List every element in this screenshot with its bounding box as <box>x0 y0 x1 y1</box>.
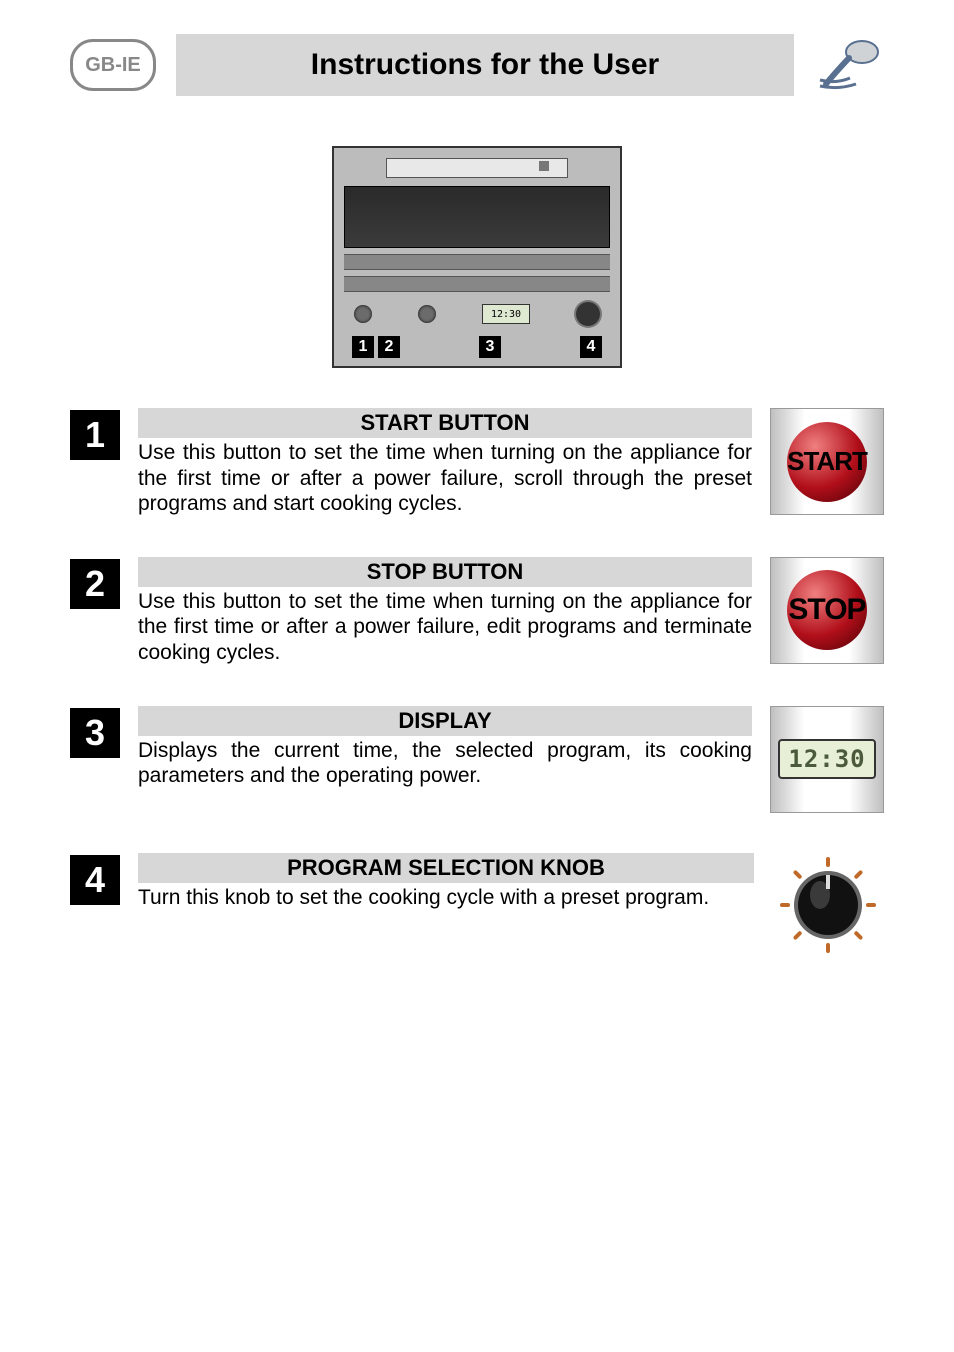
oven-diagram: 12:30 1 2 3 4 <box>70 146 884 368</box>
section-number: 2 <box>70 559 120 609</box>
display-icon: 12:30 <box>778 739 876 779</box>
section-1: 1 START BUTTONUse this button to set the … <box>70 408 884 517</box>
section-text-col: START BUTTONUse this button to set the t… <box>138 408 752 517</box>
region-label: GB-IE <box>85 54 141 77</box>
section-number: 4 <box>70 855 120 905</box>
callout-4: 4 <box>580 336 602 358</box>
region-badge: GB-IE <box>70 39 156 91</box>
section-body: Use this button to set the time when tur… <box>138 440 752 517</box>
callout-3: 3 <box>479 336 501 358</box>
section-text-col: STOP BUTTONUse this button to set the ti… <box>138 557 752 666</box>
section-number: 1 <box>70 410 120 460</box>
thumbnail: 12:30 <box>770 706 884 813</box>
stop-button-icon: STOP <box>787 570 867 650</box>
page: GB-IE Instructions for the User 12:30 <box>0 0 954 1058</box>
section-heading: DISPLAY <box>138 706 752 736</box>
spoon-icon <box>814 34 884 96</box>
knob-icon <box>779 856 877 954</box>
thumbnail <box>772 853 884 958</box>
section-3: 3 DISPLAYDisplays the current time, the s… <box>70 706 884 813</box>
thumbnail: STOP <box>770 557 884 664</box>
section-text-col: PROGRAM SELECTION KNOBTurn this knob to … <box>138 853 754 911</box>
start-button-icon: START <box>787 422 867 502</box>
oven-vent <box>344 254 610 270</box>
thumbnail: START <box>770 408 884 515</box>
section-body: Turn this knob to set the cooking cycle … <box>138 885 754 911</box>
callout-1: 1 <box>352 336 374 358</box>
oven-vent <box>344 276 610 292</box>
section-4: 4 PROGRAM SELECTION KNOBTurn this knob to… <box>70 853 884 958</box>
section-text-col: DISPLAYDisplays the current time, the se… <box>138 706 752 789</box>
callout-left-group: 1 2 <box>352 336 400 358</box>
start-button-ref <box>354 305 372 323</box>
section-2: 2 STOP BUTTONUse this button to set the t… <box>70 557 884 666</box>
oven-door <box>344 186 610 248</box>
section-heading: START BUTTON <box>138 408 752 438</box>
section-body: Displays the current time, the selected … <box>138 738 752 789</box>
callout-2: 2 <box>378 336 400 358</box>
section-heading: STOP BUTTON <box>138 557 752 587</box>
oven-front-panel: 12:30 <box>344 298 610 332</box>
section-number: 3 <box>70 708 120 758</box>
program-knob-ref <box>576 302 600 326</box>
oven-top-slot <box>386 158 568 178</box>
section-heading: PROGRAM SELECTION KNOB <box>138 853 754 883</box>
display-ref: 12:30 <box>482 304 530 324</box>
callouts-row: 1 2 3 4 <box>344 332 610 366</box>
page-title: Instructions for the User <box>311 48 659 82</box>
header: GB-IE Instructions for the User <box>70 34 884 96</box>
section-body: Use this button to set the time when tur… <box>138 589 752 666</box>
title-bar: Instructions for the User <box>176 34 794 96</box>
sections-list: 1START BUTTONUse this button to set the … <box>70 408 884 958</box>
stop-button-ref <box>418 305 436 323</box>
oven-body: 12:30 1 2 3 4 <box>332 146 622 368</box>
